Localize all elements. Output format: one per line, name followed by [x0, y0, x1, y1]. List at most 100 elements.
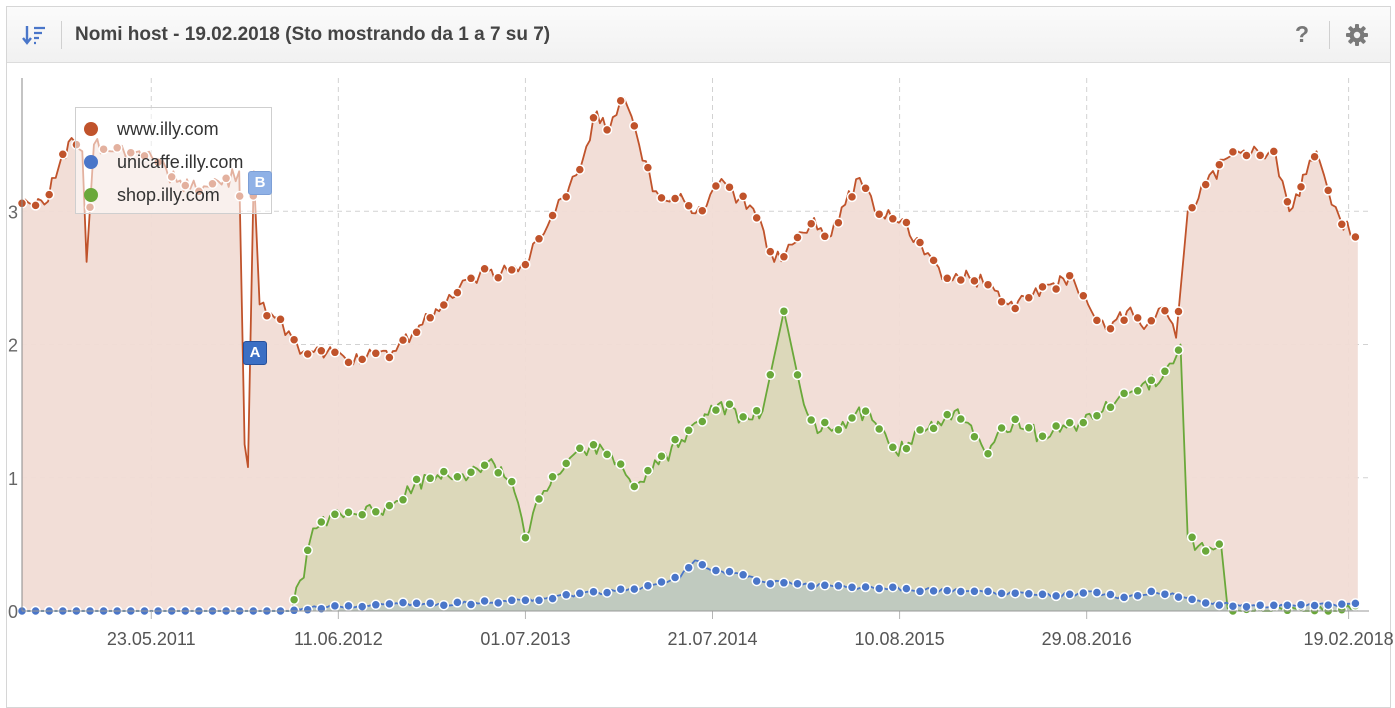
data-point-shop [887, 442, 899, 453]
data-point-unicaffe [288, 605, 300, 616]
data-point-shop [656, 450, 667, 462]
data-point-unicaffe [588, 586, 599, 597]
data-point-unicaffe [465, 599, 477, 610]
data-point-shop [1078, 417, 1089, 428]
legend-dot-www [84, 122, 98, 136]
data-point-shop [629, 481, 640, 492]
data-point-unicaffe [928, 585, 939, 597]
chart-axes [21, 78, 1369, 619]
x-tick-label: 23.05.2011 [107, 629, 196, 649]
data-point-unicaffe [1214, 599, 1225, 611]
data-point-shop [697, 416, 708, 427]
data-point-unicaffe [955, 586, 967, 597]
data-point-shop [588, 439, 599, 451]
data-point-unicaffe [642, 580, 654, 591]
data-point-www [1091, 315, 1103, 326]
data-point-www [479, 263, 490, 275]
data-point-shop [465, 466, 477, 478]
data-point-shop [384, 500, 395, 511]
data-point-www [1105, 323, 1116, 334]
y-tick-label: 3 [8, 202, 18, 222]
data-point-shop [724, 398, 735, 410]
x-tick-label: 29.08.2016 [1042, 629, 1132, 649]
data-point-unicaffe [1023, 588, 1035, 600]
data-point-unicaffe [629, 583, 640, 595]
data-point-unicaffe [1336, 598, 1348, 610]
data-point-www [275, 314, 286, 325]
area-unicaffe [22, 560, 1358, 611]
data-point-www [751, 212, 762, 224]
data-point-www [1350, 231, 1361, 243]
data-point-www [1336, 219, 1348, 230]
data-point-www [601, 124, 613, 136]
data-point-shop [941, 409, 953, 420]
data-point-shop [833, 424, 844, 435]
legend-label-www: www.illy.com [117, 119, 219, 139]
data-point-www [941, 273, 953, 284]
data-point-www [805, 218, 817, 229]
data-point-www [1064, 270, 1075, 281]
data-point-www [411, 327, 422, 338]
data-point-shop [1050, 420, 1062, 432]
data-point-shop [737, 411, 749, 423]
data-point-shop [560, 458, 572, 469]
data-point-shop [1105, 402, 1116, 413]
data-point-unicaffe [982, 586, 994, 597]
data-point-shop [479, 459, 490, 471]
data-point-www [316, 345, 327, 357]
data-point-shop [996, 422, 1007, 434]
data-point-www [887, 213, 899, 225]
sort-descending-icon[interactable] [21, 23, 47, 47]
data-point-www [710, 180, 722, 192]
data-point-www [384, 352, 395, 363]
data-point-www [724, 181, 735, 193]
annotation-marker-a[interactable]: A [243, 341, 267, 365]
data-point-www [1078, 290, 1089, 302]
data-point-www [846, 191, 858, 203]
data-point-shop [343, 507, 354, 518]
data-point-unicaffe [1091, 587, 1103, 598]
data-point-unicaffe [356, 601, 368, 612]
data-point-www [955, 274, 967, 286]
data-point-shop [1146, 375, 1157, 386]
data-point-unicaffe [1105, 589, 1116, 600]
help-button[interactable]: ? [1294, 21, 1310, 47]
data-point-unicaffe [941, 585, 953, 596]
data-point-www [588, 112, 599, 124]
data-point-shop [574, 443, 586, 454]
data-point-shop [547, 471, 558, 483]
x-tick-label: 10.08.2015 [855, 629, 945, 649]
data-point-unicaffe [1268, 600, 1280, 611]
data-point-www [697, 205, 708, 216]
legend-dot-shop [84, 188, 98, 202]
data-point-unicaffe [1241, 601, 1252, 612]
gear-icon[interactable] [1345, 23, 1369, 47]
data-point-unicaffe [1322, 599, 1334, 611]
data-point-www [452, 287, 463, 298]
data-point-unicaffe [574, 588, 586, 599]
data-point-www [1186, 202, 1198, 213]
data-point-www [928, 255, 939, 266]
data-point-www [1023, 292, 1035, 303]
data-point-unicaffe [1186, 594, 1198, 605]
data-point-www [683, 200, 694, 211]
data-point-unicaffe [792, 578, 803, 589]
data-point-www [1254, 150, 1266, 161]
data-point-shop [411, 474, 422, 485]
legend-label-unicaffe: unicaffe.illy.com [117, 152, 244, 172]
data-point-unicaffe [1254, 599, 1266, 611]
data-point-www [1009, 303, 1021, 314]
data-point-unicaffe [370, 599, 382, 611]
data-point-shop [601, 449, 613, 460]
data-point-shop [533, 493, 545, 505]
data-point-unicaffe [438, 599, 450, 611]
data-point-unicaffe [1309, 600, 1320, 611]
data-point-unicaffe [533, 595, 545, 606]
panel-title: Nomi host - 19.02.2018 (Sto mostrando da… [75, 24, 551, 45]
annotation-marker-b[interactable]: B [248, 171, 272, 195]
data-point-shop [751, 405, 762, 416]
legend-dot-unicaffe [84, 155, 98, 169]
panel-header: Nomi host - 19.02.2018 (Sto mostrando da… [7, 7, 1390, 63]
data-point-shop [452, 471, 463, 483]
data-point-unicaffe [424, 597, 436, 609]
